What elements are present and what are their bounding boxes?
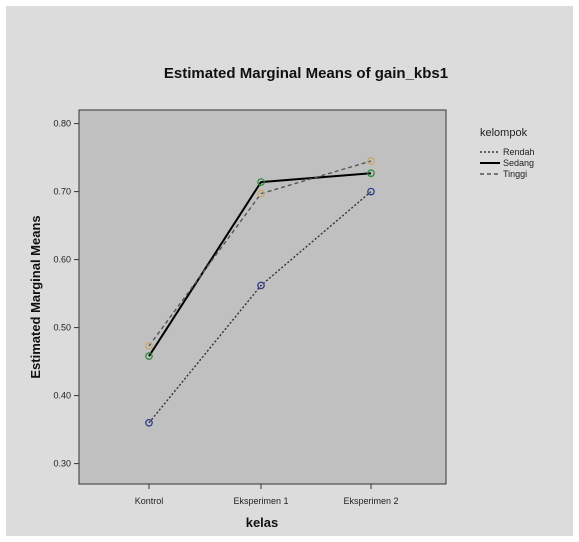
y-axis-label: Estimated Marginal Means <box>28 215 43 378</box>
data-point-tinggi <box>257 189 265 198</box>
legend-label-sedang: Sedang <box>503 158 534 168</box>
legend-label-tinggi: Tinggi <box>503 169 527 179</box>
data-point-tinggi <box>367 157 375 165</box>
series-line-sedang <box>148 172 372 357</box>
x-axis: Kontrol Eksperimen 1 Eksperimen 2 <box>135 484 399 506</box>
chart-title: Estimated Marginal Means of gain_kbs1 <box>164 65 448 82</box>
data-point-rendah <box>145 418 153 427</box>
data-point-sedang <box>367 169 375 178</box>
data-point-sedang <box>145 352 153 361</box>
y-tick-label: 0.80 <box>53 119 71 129</box>
legend-label-rendah: Rendah <box>503 147 535 157</box>
y-tick-label: 0.30 <box>53 459 71 469</box>
data-point-rendah <box>367 187 375 196</box>
y-tick-label: 0.70 <box>53 187 71 197</box>
series-line-rendah <box>148 191 372 424</box>
data-point-sedang <box>257 178 265 186</box>
y-axis: 0.30 0.40 0.50 0.60 0.70 0.80 <box>53 119 79 469</box>
chart: Estimated Marginal Means of gain_kbs1 0.… <box>28 65 535 530</box>
x-tick-label: Eksperimen 1 <box>233 496 288 506</box>
x-tick-label: Kontrol <box>135 496 164 506</box>
series-line-tinggi <box>148 160 372 347</box>
x-axis-label: kelas <box>246 515 279 530</box>
y-tick-label: 0.60 <box>53 255 71 265</box>
data-point-tinggi <box>145 342 153 350</box>
data-point-rendah <box>257 281 265 290</box>
y-tick-label: 0.40 <box>53 391 71 401</box>
x-tick-label: Eksperimen 2 <box>343 496 398 506</box>
series-layer <box>145 157 375 427</box>
plot-area <box>78 109 447 485</box>
legend-title: kelompok <box>480 127 528 139</box>
chart-frame: Estimated Marginal Means of gain_kbs1 0.… <box>6 6 573 536</box>
y-tick-label: 0.50 <box>53 323 71 333</box>
